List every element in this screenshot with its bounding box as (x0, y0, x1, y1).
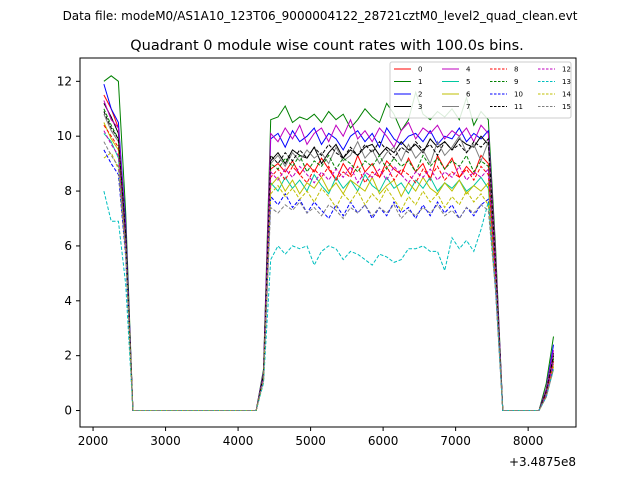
legend-label-15: 15 (562, 103, 571, 111)
legend-label-13: 13 (562, 78, 571, 86)
series-line-10 (103, 149, 554, 411)
series-line-12 (103, 130, 554, 411)
chart-suptitle: Data file: modeM0/AS1A10_123T06_90000041… (63, 9, 578, 23)
series-line-3 (103, 103, 554, 411)
legend-label-4: 4 (466, 66, 471, 74)
series-line-1 (103, 75, 554, 411)
series-line-8 (103, 124, 554, 411)
y-tick-label: 12 (57, 74, 72, 88)
x-tick-label: 5000 (295, 434, 326, 448)
series-line-11 (103, 111, 554, 411)
legend-label-6: 6 (466, 91, 471, 99)
chart-title: Quadrant 0 module wise count rates with … (130, 38, 524, 54)
series-line-15 (103, 141, 554, 411)
y-tick-label: 6 (64, 239, 72, 253)
series-line-5 (103, 133, 554, 411)
x-tick-label: 2000 (78, 434, 109, 448)
y-tick-label: 4 (64, 294, 72, 308)
x-offset-label: +3.4875e8 (509, 455, 576, 469)
legend-label-11: 11 (514, 103, 523, 111)
legend-label-9: 9 (514, 78, 518, 86)
series-line-9 (103, 108, 554, 411)
legend-label-1: 1 (418, 78, 422, 86)
legend-label-0: 0 (418, 66, 422, 74)
y-tick-label: 8 (64, 184, 72, 198)
series-line-13 (103, 190, 554, 411)
series-line-7 (103, 113, 554, 411)
x-tick-label: 7000 (440, 434, 471, 448)
legend-label-5: 5 (466, 78, 470, 86)
series-layer (103, 75, 554, 411)
x-tick-label: 8000 (513, 434, 544, 448)
legend-label-12: 12 (562, 66, 571, 74)
y-tick-label: 2 (64, 349, 72, 363)
x-tick-label: 6000 (368, 434, 399, 448)
legend-label-10: 10 (514, 91, 523, 99)
legend-box (389, 61, 572, 119)
y-axis: 0 2 4 6 8 10 12 (57, 74, 80, 418)
y-tick-label: 0 (64, 404, 72, 418)
series-line-2 (103, 83, 554, 411)
plot-frame (79, 57, 577, 428)
legend-label-7: 7 (466, 103, 470, 111)
legend-label-2: 2 (418, 91, 422, 99)
y-tick-label: 10 (57, 129, 72, 143)
x-axis: 2000 3000 4000 5000 6000 7000 8000 (78, 427, 544, 448)
series-line-14 (103, 151, 554, 411)
legend-label-8: 8 (514, 66, 518, 74)
legend-label-14: 14 (562, 91, 571, 99)
x-tick-label: 3000 (150, 434, 181, 448)
x-tick-label: 4000 (223, 434, 254, 448)
legend-label-3: 3 (418, 103, 422, 111)
